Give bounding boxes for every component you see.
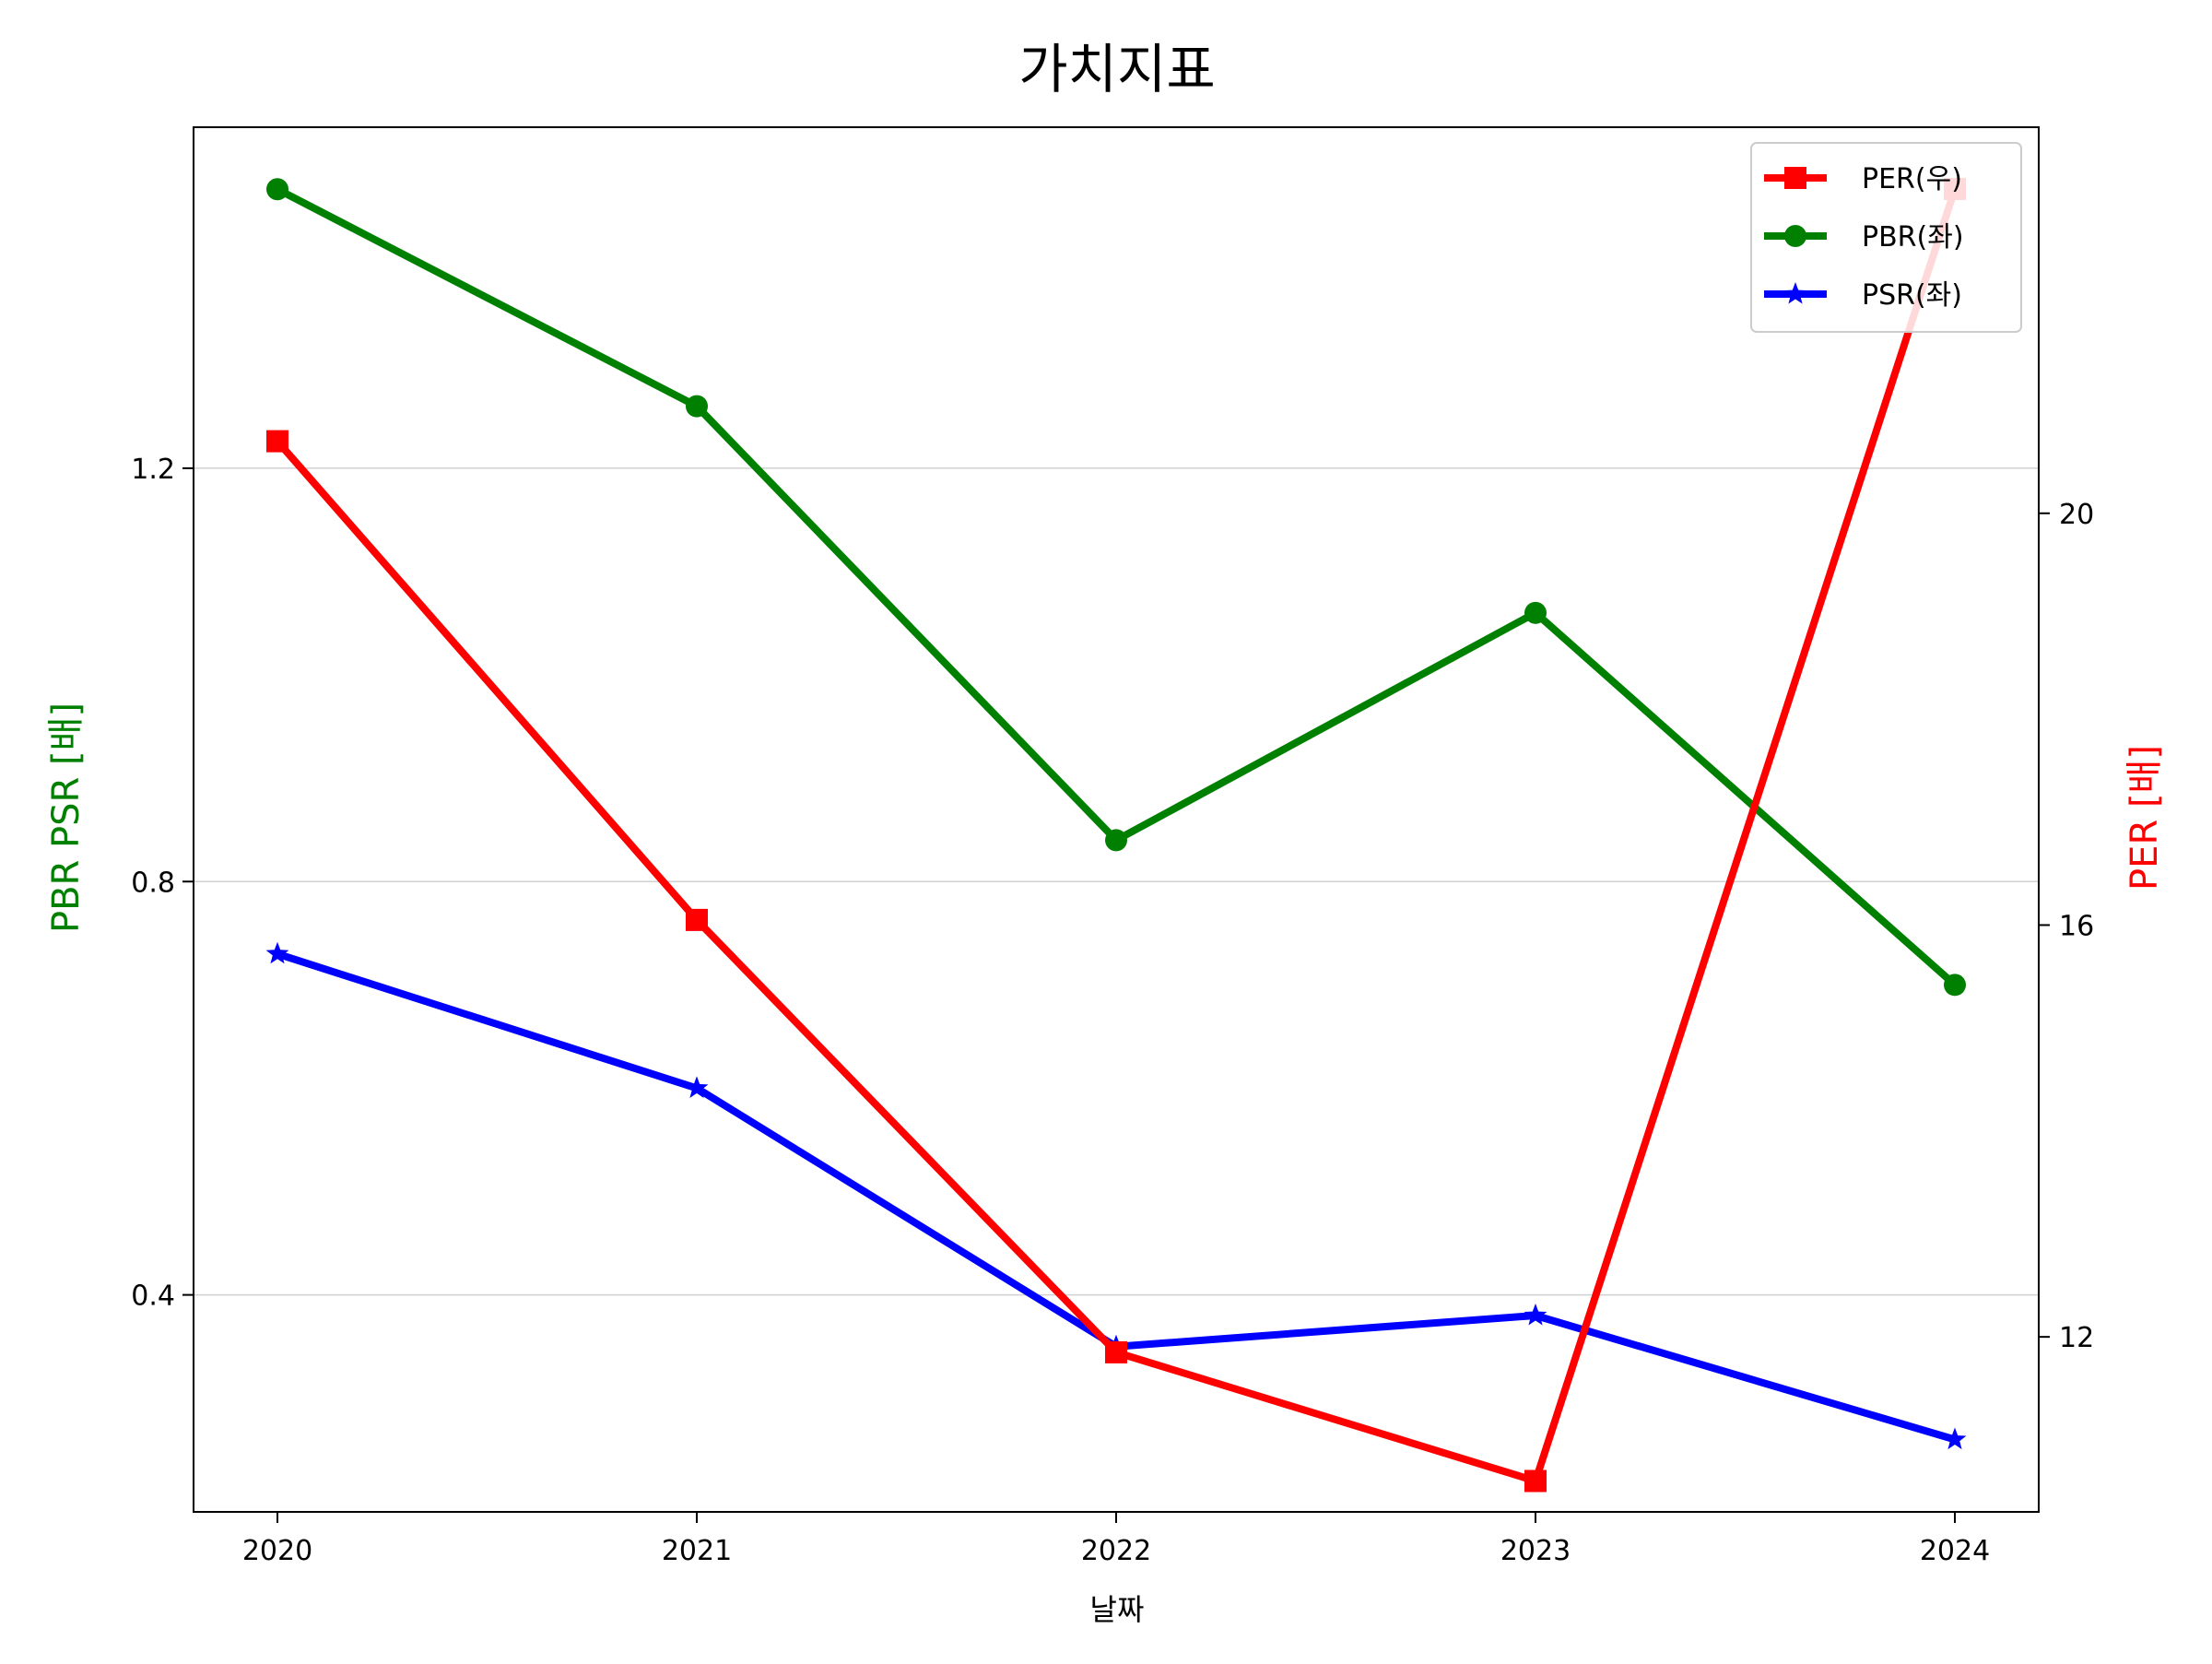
y-axis-left-label: PBR PSR [배] [45,702,88,933]
series-pbr [266,178,1966,997]
x-tick-label: 2023 [1500,1535,1571,1567]
data-point-pbr [686,395,708,418]
legend-marker [1783,282,1807,304]
data-point-pbr [266,178,288,201]
x-tick-label: 2024 [1920,1535,1990,1567]
data-point-per [266,430,288,453]
data-point-per [1524,1469,1547,1493]
x-tick-label: 2022 [1081,1535,1151,1567]
data-point-pbr [1524,601,1547,624]
data-point-per [1105,1340,1127,1363]
legend-label: PSR(좌) [1862,279,1962,312]
y-right-tick-label: 16 [2059,910,2094,942]
legend-label: PBR(좌) [1862,221,1964,254]
series-layer [265,178,1967,1493]
y-left-tick-label: 1.2 [131,454,175,486]
y-left-tick-label: 0.4 [131,1280,175,1313]
x-tick-label: 2021 [662,1535,732,1567]
data-point-psr [265,941,289,964]
legend-marker [1784,225,1806,247]
data-point-psr [1943,1427,1967,1450]
legend: PER(우) PBR(좌) PSR(좌) [1750,142,2022,333]
series-per [266,178,1966,1493]
data-point-pbr [1105,829,1127,852]
legend-label: PER(우) [1862,163,1962,195]
data-point-pbr [1944,974,1966,997]
data-point-psr [1524,1304,1547,1326]
legend-item-per: PER(우) [1764,163,1962,195]
chart-title: 가치지표 [1018,38,1215,100]
y-axis-right-label: PER [배] [2124,745,2166,891]
legend-item-psr: PSR(좌) [1764,279,1962,312]
data-point-per [686,908,708,931]
y-right-tick-label: 12 [2059,1322,2094,1354]
x-axis-label: 날짜 [1090,1592,1145,1627]
x-tick-label: 2020 [242,1535,312,1567]
legend-marker [1784,167,1806,189]
y-right-tick-label: 20 [2059,499,2094,531]
data-point-psr [685,1076,709,1098]
legend-box [1750,142,2022,333]
y-left-tick-label: 0.8 [131,867,175,899]
legend-item-pbr: PBR(좌) [1764,221,1964,254]
